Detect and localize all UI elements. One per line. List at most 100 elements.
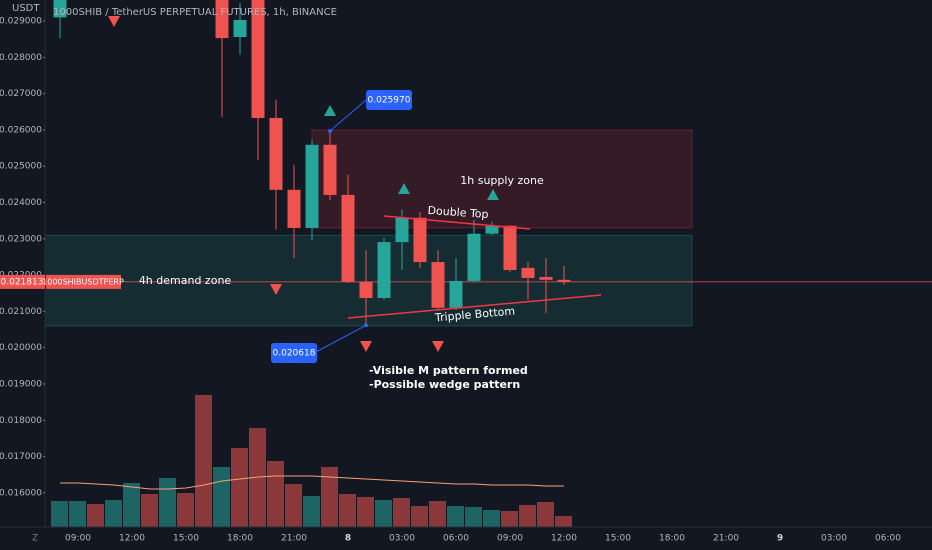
- icon: Z: [32, 534, 38, 544]
- axis-label: USDT: [12, 3, 40, 14]
- time-axis: [0, 527, 932, 550]
- up-signal: [398, 183, 410, 194]
- candle-body: [323, 144, 337, 195]
- volume-bar: [393, 498, 410, 527]
- x-tick-label: 09:00: [65, 534, 91, 544]
- y-tick-label: 0.025000: [0, 162, 42, 172]
- volume-bar: [375, 500, 392, 527]
- down-signal: [432, 341, 444, 352]
- candle-body: [287, 189, 301, 228]
- x-tick-label: 03:00: [821, 534, 847, 544]
- volume-bar: [177, 493, 194, 527]
- x-tick-label: 8: [345, 534, 351, 544]
- symbol-tag-label: 1000SHIBUSDTPERP: [42, 277, 124, 286]
- volume-bar: [267, 461, 284, 527]
- x-tick-label: 12:00: [551, 534, 577, 544]
- zone: [311, 129, 693, 229]
- volume-bar: [537, 502, 554, 527]
- price-tag-label: 0.021813: [1, 277, 44, 287]
- candle-body: [215, 0, 229, 39]
- x-tick-label: 21:00: [713, 534, 739, 544]
- annotation: -Visible M pattern formed: [369, 364, 528, 377]
- note-box: [366, 90, 412, 110]
- note-label: 0.020618: [273, 349, 316, 359]
- candle-body: [431, 262, 445, 308]
- down-signal: [360, 341, 372, 352]
- candle-body: [485, 225, 499, 234]
- candle-body: [305, 144, 319, 228]
- zones: [45, 129, 693, 327]
- volume-bar: [321, 467, 338, 527]
- candle-body: [503, 225, 517, 271]
- x-tick-label: 18:00: [659, 534, 685, 544]
- price-tag: [0, 274, 45, 289]
- volume-bar: [357, 497, 374, 527]
- candle-body: [395, 217, 409, 243]
- x-tick-label: 09:00: [497, 534, 523, 544]
- x-tick-label: 18:00: [227, 534, 253, 544]
- candle-body: [521, 267, 535, 279]
- x-tick-label: 15:00: [605, 534, 631, 544]
- volume-bar: [501, 511, 518, 527]
- price-axis: [0, 0, 45, 527]
- y-tick-label: 0.019000: [0, 379, 42, 389]
- x-tick-label: 06:00: [443, 534, 469, 544]
- y-tick-label: 0.027000: [0, 89, 42, 99]
- volume-bar: [123, 483, 140, 527]
- x-tick-label: 9: [777, 534, 783, 544]
- y-tick-label: 0.017000: [0, 452, 42, 462]
- volume-bar: [195, 395, 212, 527]
- candle-body: [233, 19, 247, 38]
- overlay: Double Top Tripple Bottom -Visible M pat…: [108, 16, 602, 391]
- candle-body: [449, 280, 463, 308]
- y-tick-label: 0.028000: [0, 53, 42, 63]
- y-tick-label: 0.021000: [0, 307, 42, 317]
- note-point: [328, 129, 332, 134]
- candles: [45, 0, 932, 326]
- zone-label: 4h demand zone: [139, 274, 232, 287]
- y-tick-label: 0.016000: [0, 488, 42, 498]
- double-top-line: [383, 215, 531, 230]
- down-signal: [270, 284, 282, 295]
- candle-body: [341, 194, 355, 283]
- note-label: 0.025970: [368, 96, 411, 106]
- x-tick-label: 15:00: [173, 534, 199, 544]
- volume-bar: [51, 501, 68, 527]
- chart-title: 1000SHIB / TetherUS PERPETUAL FUTURES, 1…: [53, 7, 337, 18]
- candle-body: [557, 279, 571, 282]
- x-tick-label: 12:00: [119, 534, 145, 544]
- zone: [45, 234, 693, 327]
- volume-bar: [555, 516, 572, 527]
- candle-body: [359, 282, 373, 298]
- symbol-tag: [46, 274, 121, 289]
- note-connector: [329, 99, 367, 132]
- down-signal: [108, 16, 120, 27]
- candle-body: [539, 276, 553, 280]
- up-signal: [324, 105, 336, 116]
- note-point: [364, 323, 368, 328]
- candle-body: [251, 0, 265, 118]
- volume-bar: [519, 505, 536, 527]
- y-tick-label: 0.024000: [0, 198, 42, 208]
- x-tick-label: 06:00: [875, 534, 901, 544]
- axes: 0.029000 0.028000 0.027000 0.026000 0.025000…: [0, 17, 901, 544]
- y-tick-label: 0.023000: [0, 234, 42, 244]
- x-tick-label: 03:00: [389, 534, 415, 544]
- y-tick-label: 0.020000: [0, 343, 42, 353]
- volume-bar: [411, 506, 428, 527]
- volume-ma: [60, 475, 564, 490]
- volume-bar: [105, 500, 122, 527]
- wedge-line: [347, 294, 602, 319]
- candle-body: [413, 217, 427, 263]
- volume-bar: [69, 501, 86, 527]
- volume-bar: [465, 507, 482, 527]
- volume-bar: [141, 494, 158, 527]
- volume-pane: [51, 395, 572, 527]
- volume-bar: [447, 506, 464, 527]
- volume-bar: [87, 504, 104, 527]
- annotation: Double Top: [427, 204, 489, 221]
- volume-bar: [303, 496, 320, 527]
- candle-body: [53, 0, 67, 18]
- zone-label: 1h supply zone: [460, 174, 544, 187]
